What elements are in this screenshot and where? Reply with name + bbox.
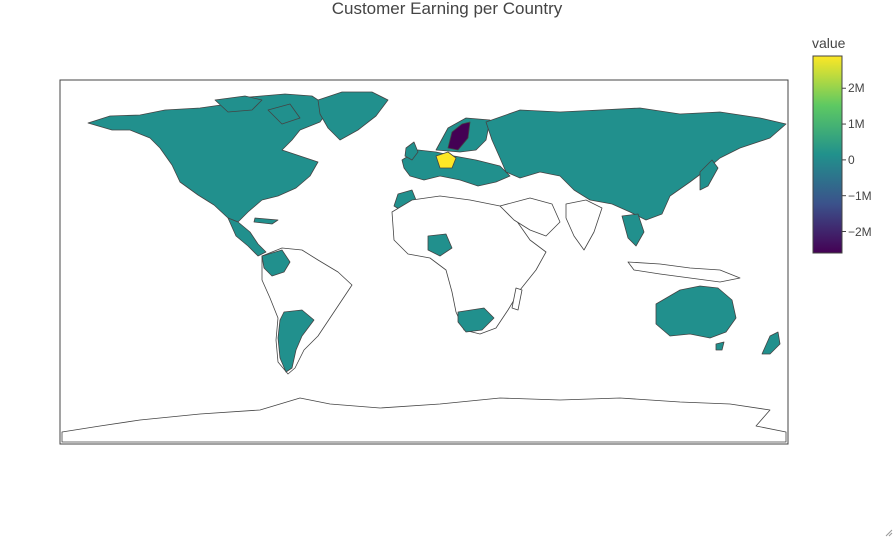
country-colombia: [261, 249, 291, 277]
colorbar-ticks: [842, 87, 846, 233]
country-nigeria: [427, 233, 453, 257]
country-sweden: [447, 121, 471, 151]
country-japan: [699, 159, 719, 191]
country-central-america: [227, 217, 267, 257]
colorbar-tick-label: −2M: [848, 224, 872, 239]
country-greenland: [317, 91, 389, 141]
landmass-india: [565, 199, 603, 251]
map-title: Customer Earning per Country: [331, 0, 563, 18]
country-europe: [401, 149, 511, 187]
country-united-kingdom: [404, 141, 419, 161]
country-asia: [485, 107, 787, 221]
country-canada-islands: [214, 95, 301, 125]
colorbar-tick-label: −1M: [848, 188, 872, 203]
colorbar-tick-label: 0: [848, 152, 855, 167]
country-germany: [435, 151, 457, 169]
country-new-zealand: [761, 331, 781, 355]
country-cuba: [253, 217, 279, 225]
colorbar-tick-label: 1M: [848, 117, 865, 132]
resize-handle-icon[interactable]: [885, 529, 893, 537]
continent-africa: [391, 195, 547, 335]
landmass-indonesia: [627, 261, 741, 283]
colorbar: [812, 55, 843, 254]
country-southeast-asia: [621, 213, 645, 247]
landmass-madagascar: [511, 287, 523, 311]
country-australia: [655, 285, 737, 339]
colorbar-title: value: [812, 35, 846, 51]
country-argentina: [277, 309, 315, 373]
country-tasmania: [715, 341, 725, 351]
country-south-africa: [457, 307, 495, 333]
region-arabia: [499, 197, 561, 237]
continent-antarctica: [61, 397, 787, 443]
colorbar-tick-label: 2M: [848, 81, 865, 96]
